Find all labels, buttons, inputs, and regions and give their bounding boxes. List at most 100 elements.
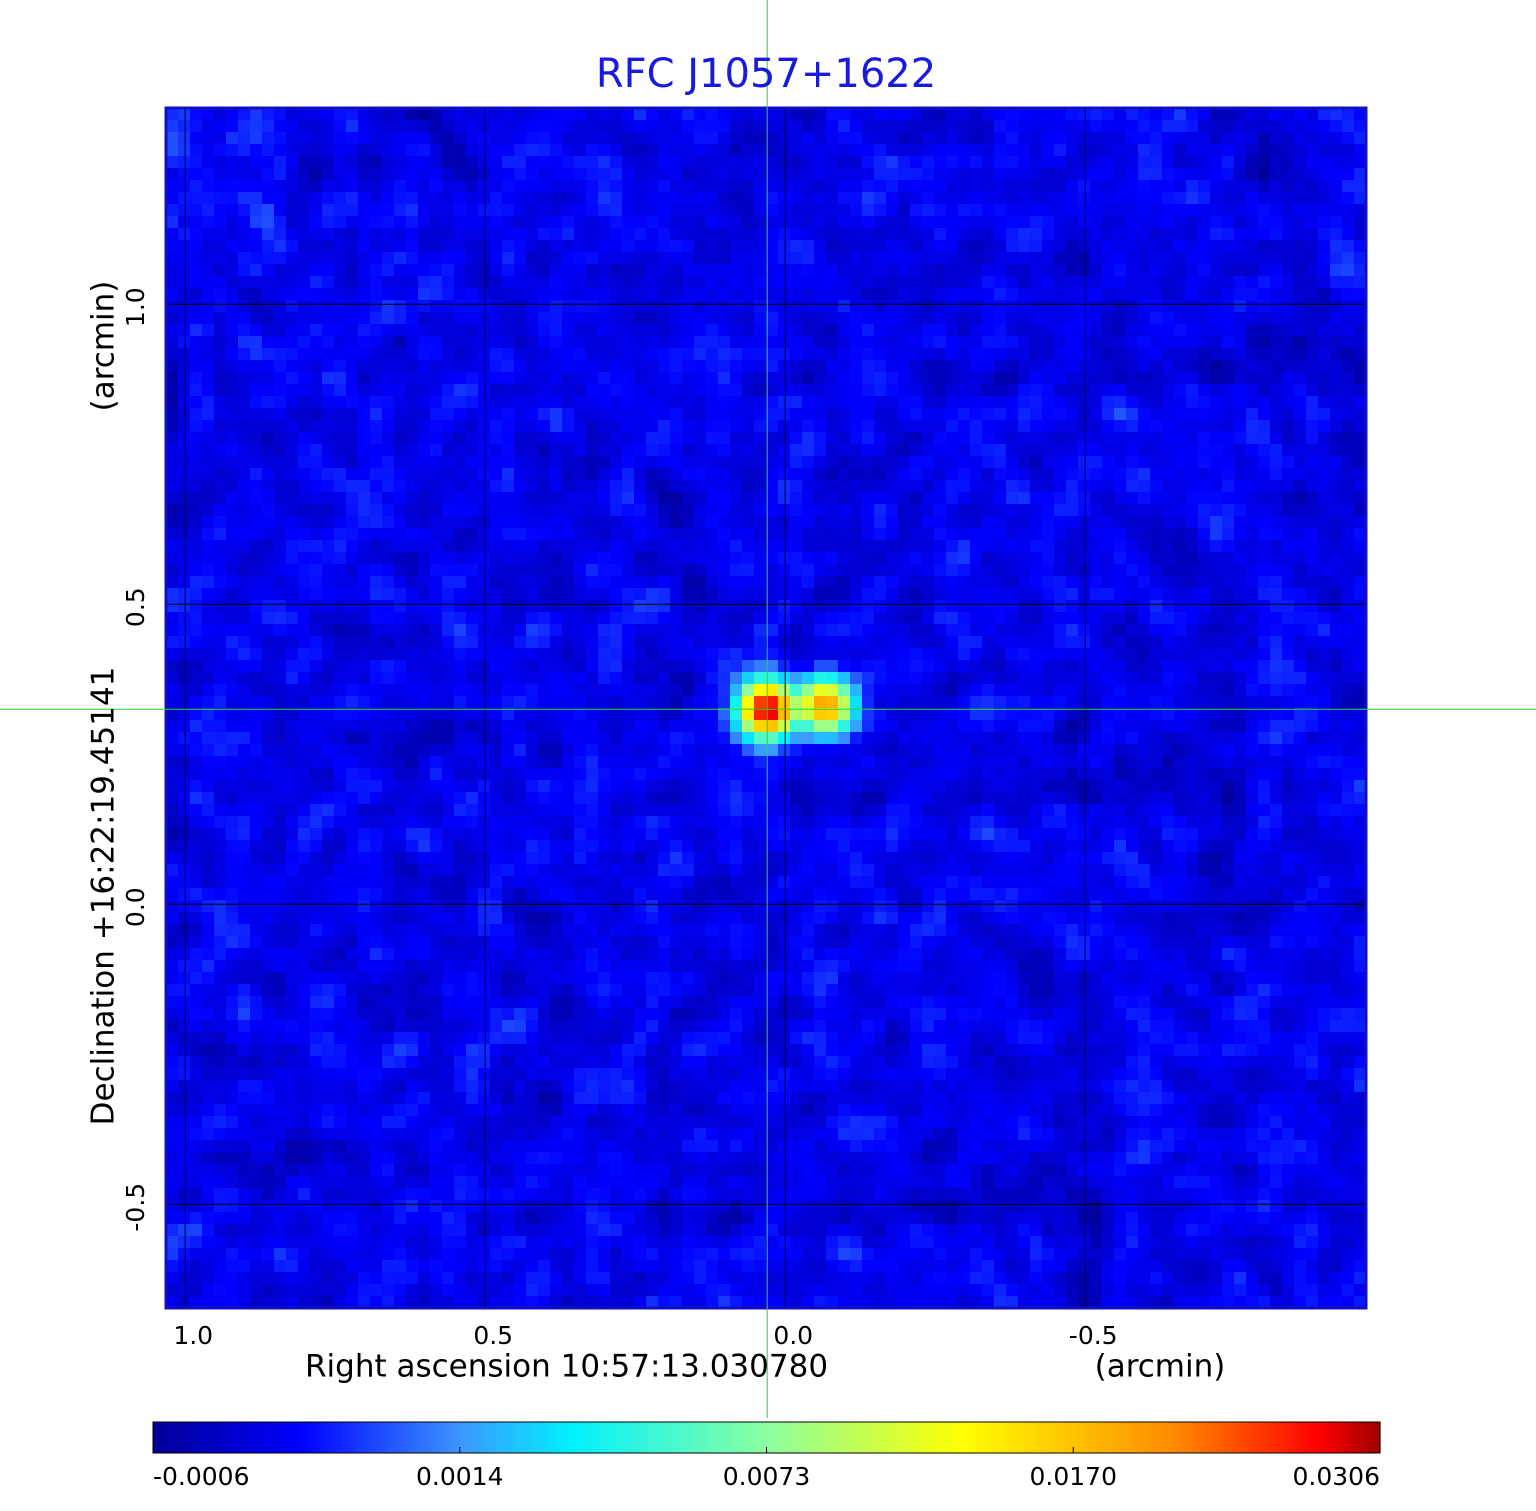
noise-pixel — [1186, 564, 1198, 576]
noise-pixel — [370, 228, 382, 240]
noise-pixel — [1294, 312, 1306, 324]
noise-pixel — [262, 384, 274, 396]
noise-pixel — [214, 588, 226, 600]
noise-pixel — [406, 312, 418, 324]
noise-pixel — [1150, 168, 1162, 180]
noise-pixel — [802, 468, 814, 480]
noise-pixel — [1102, 360, 1114, 372]
noise-pixel — [1078, 600, 1090, 612]
noise-pixel — [418, 120, 430, 132]
noise-pixel — [1330, 312, 1342, 324]
noise-pixel — [394, 228, 406, 240]
noise-pixel — [1174, 384, 1186, 396]
noise-pixel — [370, 372, 382, 384]
noise-pixel — [1018, 588, 1030, 600]
noise-pixel — [874, 300, 886, 312]
noise-pixel — [706, 240, 718, 252]
noise-pixel — [970, 540, 982, 552]
noise-pixel — [682, 456, 694, 468]
noise-pixel — [1234, 180, 1246, 192]
noise-pixel — [1246, 480, 1258, 492]
noise-pixel — [286, 324, 298, 336]
noise-pixel — [1258, 528, 1270, 540]
noise-pixel — [634, 336, 646, 348]
noise-pixel — [850, 540, 862, 552]
noise-pixel — [778, 576, 790, 588]
noise-pixel — [1174, 600, 1186, 612]
noise-pixel — [466, 684, 478, 696]
noise-pixel — [790, 252, 802, 264]
noise-pixel — [502, 276, 514, 288]
noise-pixel — [1330, 708, 1342, 720]
noise-pixel — [418, 204, 430, 216]
noise-pixel — [514, 552, 526, 564]
noise-pixel — [478, 204, 490, 216]
noise-pixel — [1222, 504, 1234, 516]
noise-pixel — [778, 456, 790, 468]
noise-pixel — [1078, 552, 1090, 564]
noise-pixel — [298, 204, 310, 216]
noise-pixel — [790, 204, 802, 216]
noise-pixel — [706, 180, 718, 192]
noise-pixel — [562, 168, 574, 180]
noise-pixel — [562, 300, 574, 312]
noise-pixel — [610, 180, 622, 192]
noise-pixel — [394, 624, 406, 636]
noise-pixel — [778, 348, 790, 360]
noise-pixel — [586, 588, 598, 600]
noise-pixel — [586, 132, 598, 144]
noise-pixel — [862, 168, 874, 180]
noise-pixel — [550, 276, 562, 288]
noise-pixel — [958, 240, 970, 252]
noise-pixel — [766, 504, 778, 516]
noise-pixel — [1006, 648, 1018, 660]
noise-pixel — [1126, 528, 1138, 540]
noise-pixel — [1114, 204, 1126, 216]
noise-pixel — [574, 648, 586, 660]
noise-pixel — [238, 312, 250, 324]
noise-pixel — [1054, 660, 1066, 672]
noise-pixel — [250, 660, 262, 672]
noise-pixel — [334, 180, 346, 192]
noise-pixel — [886, 324, 898, 336]
noise-pixel — [454, 204, 466, 216]
noise-pixel — [1246, 504, 1258, 516]
noise-pixel — [646, 132, 658, 144]
noise-pixel — [658, 156, 670, 168]
noise-pixel — [274, 552, 286, 564]
noise-pixel — [238, 216, 250, 228]
noise-pixel — [718, 156, 730, 168]
noise-pixel — [874, 360, 886, 372]
noise-pixel — [946, 660, 958, 672]
noise-pixel — [718, 444, 730, 456]
noise-pixel — [490, 156, 502, 168]
noise-pixel — [1186, 348, 1198, 360]
noise-pixel — [538, 444, 550, 456]
noise-pixel — [466, 504, 478, 516]
noise-pixel — [370, 324, 382, 336]
noise-pixel — [610, 612, 622, 624]
noise-pixel — [1030, 276, 1042, 288]
noise-pixel — [202, 624, 214, 636]
noise-pixel — [334, 240, 346, 252]
noise-pixel — [490, 360, 502, 372]
noise-pixel — [934, 480, 946, 492]
noise-pixel — [910, 516, 922, 528]
noise-pixel — [502, 420, 514, 432]
noise-pixel — [1318, 696, 1330, 708]
noise-pixel — [1150, 696, 1162, 708]
noise-pixel — [778, 120, 790, 132]
noise-pixel — [394, 336, 406, 348]
noise-pixel — [394, 216, 406, 228]
noise-pixel — [178, 624, 190, 636]
noise-pixel — [1090, 168, 1102, 180]
noise-pixel — [1294, 468, 1306, 480]
noise-pixel — [1138, 576, 1150, 588]
noise-pixel — [466, 420, 478, 432]
noise-pixel — [1042, 564, 1054, 576]
noise-pixel — [610, 492, 622, 504]
noise-pixel — [490, 396, 502, 408]
noise-pixel — [958, 564, 970, 576]
noise-pixel — [310, 564, 322, 576]
noise-pixel — [1306, 228, 1318, 240]
